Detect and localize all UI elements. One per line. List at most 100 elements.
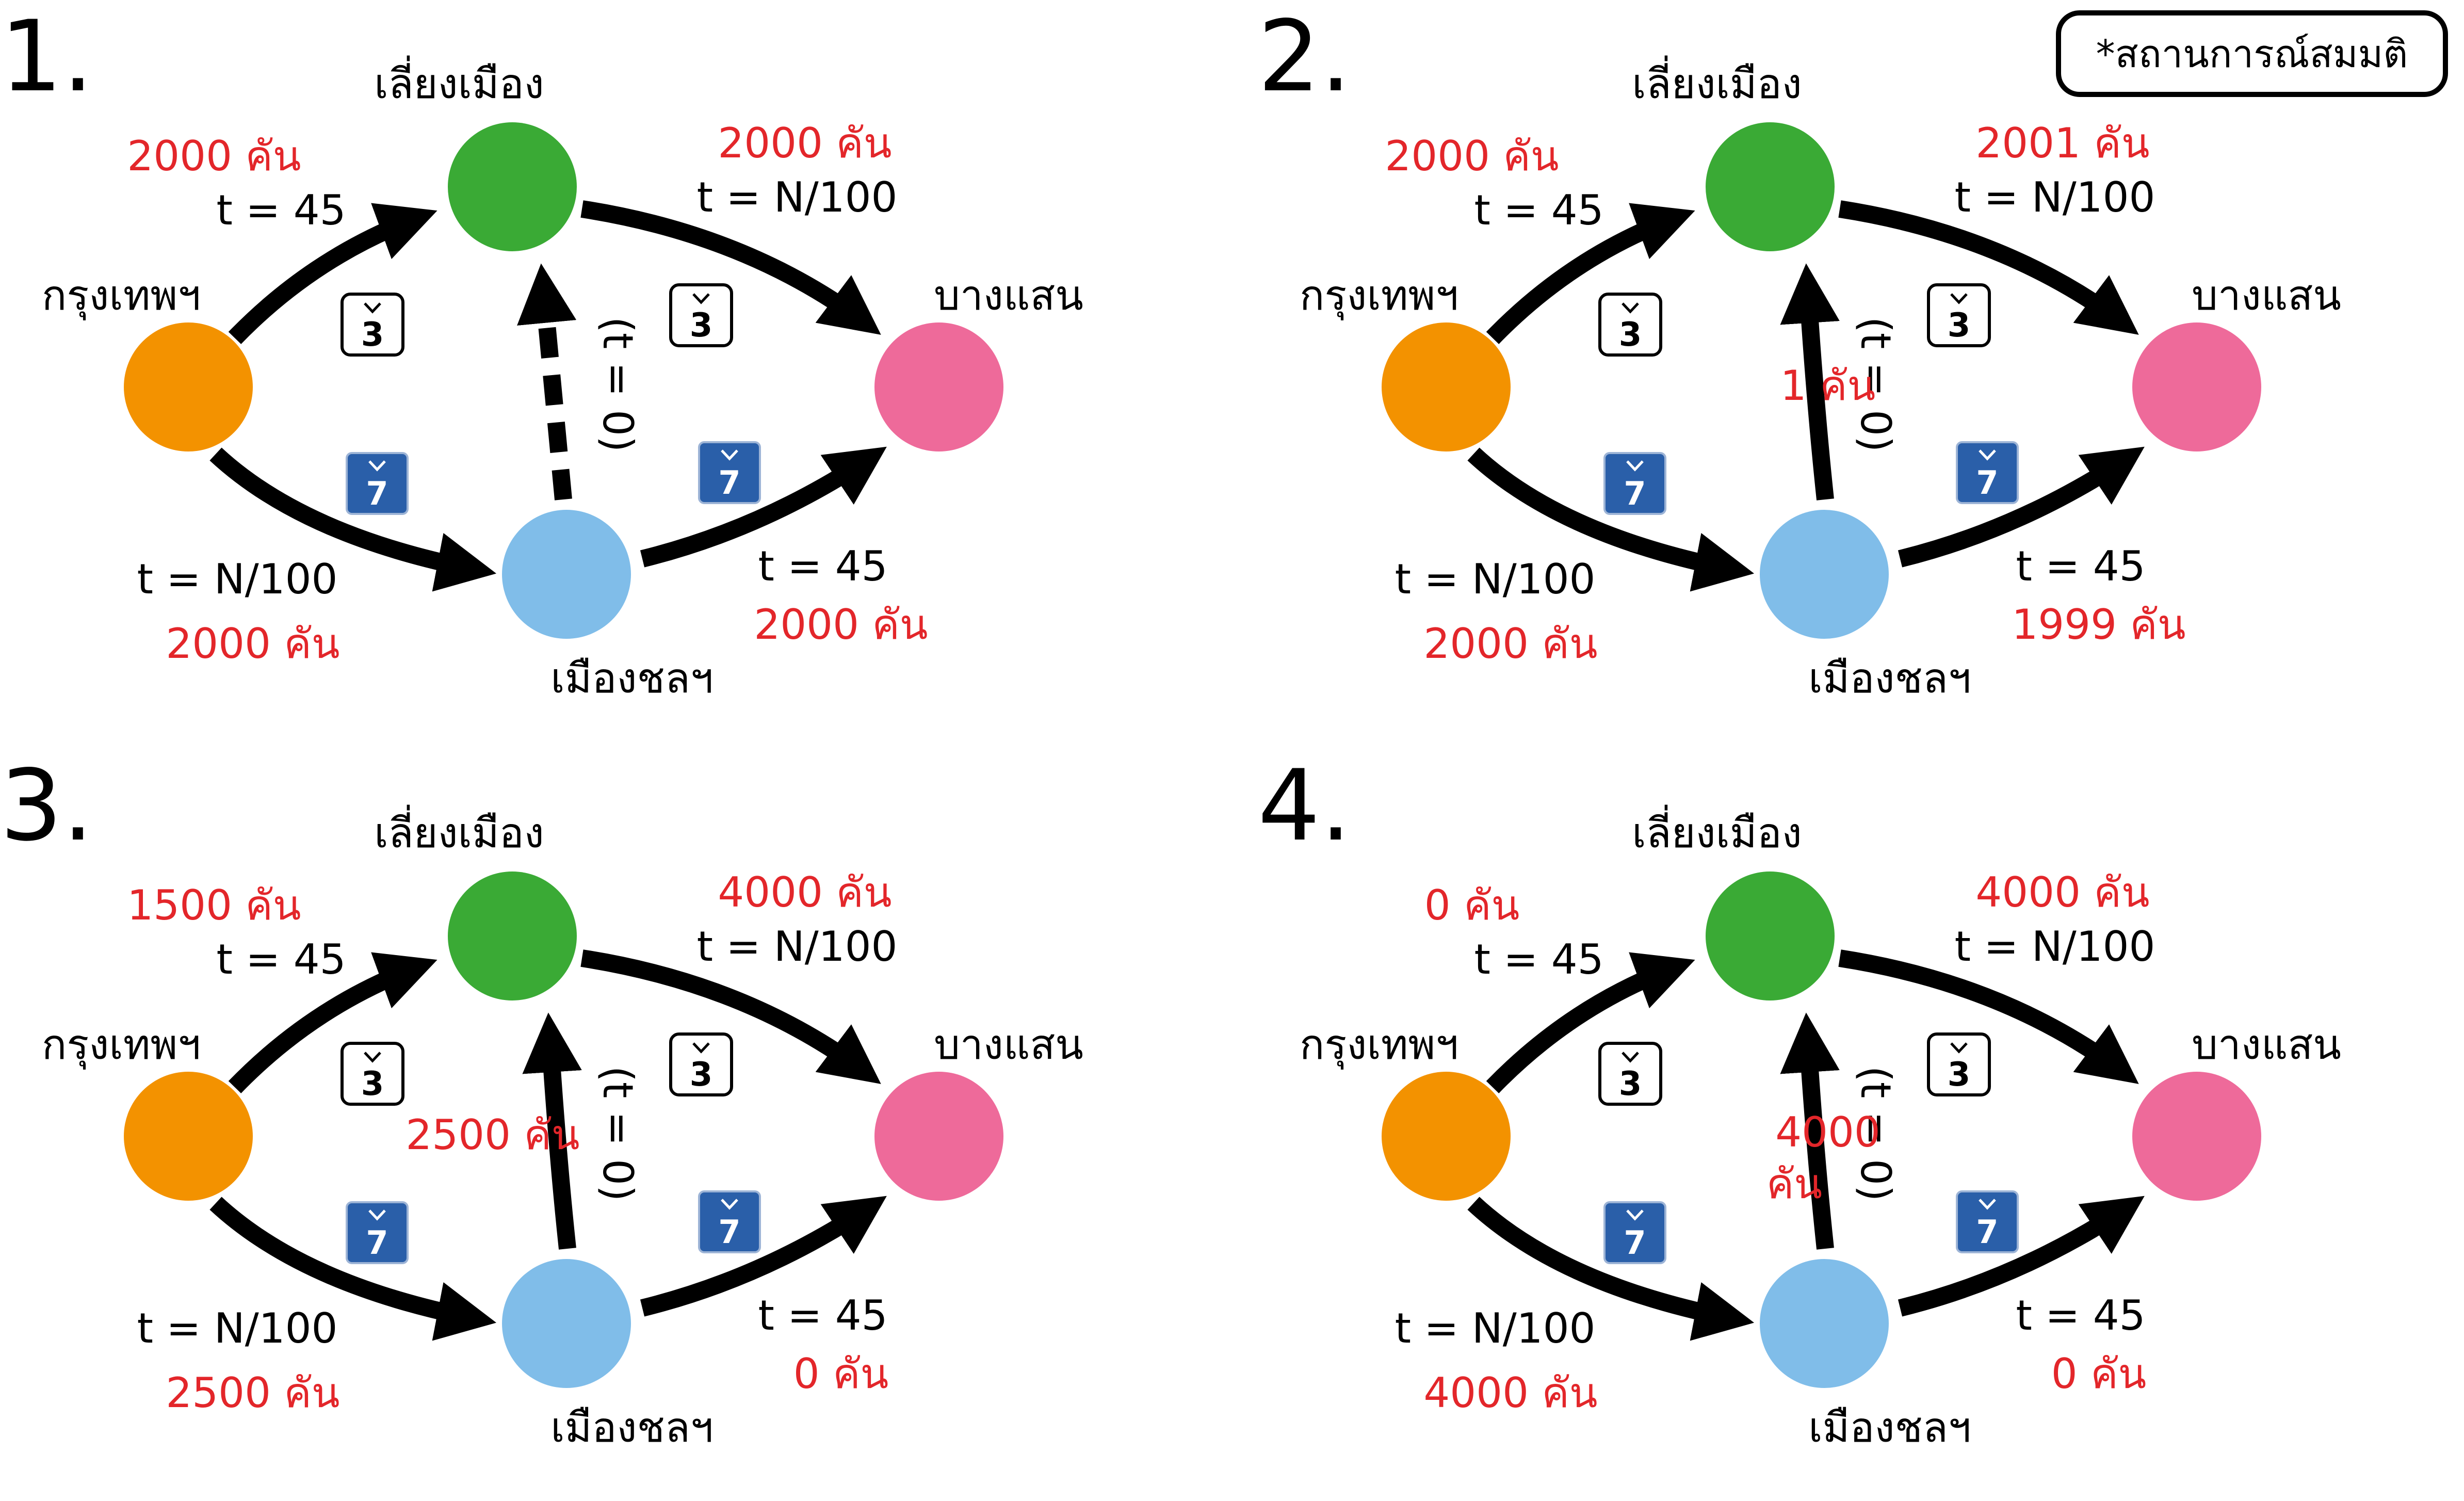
- node-label-liangmueang: เลี่ยงเมือง: [1632, 805, 1802, 857]
- edge-liangmueang-to-bangsaen: [580, 200, 881, 335]
- node-bangsaen: [874, 1072, 1003, 1201]
- edge-bangkok-to-chon: [1467, 1197, 1755, 1341]
- time-label-bangkok-liangmueang: t = 45: [216, 935, 346, 983]
- route-3-number: 3: [690, 1056, 713, 1094]
- time-label-chon-bangsaen: t = 45: [2016, 1292, 2145, 1339]
- route-3-number: 3: [1948, 1056, 1971, 1094]
- edge-bangkok-to-chon: [1467, 447, 1755, 592]
- edge-bangkok-to-liangmueang: [228, 952, 437, 1093]
- route-3-sign: 3: [1927, 283, 1991, 347]
- edge-chon-to-liangmueang: [1780, 263, 1840, 501]
- time-label-chon-bangsaen: t = 45: [758, 1292, 887, 1339]
- edge-chon-to-liangmueang: [1780, 1012, 1840, 1250]
- flow-label-chon-liangmueang: 1 คัน: [1780, 362, 1876, 410]
- node-label-chon: เมืองชลฯ: [1808, 654, 1971, 702]
- node-bangkok: [1382, 322, 1511, 451]
- time-label-bangkok-liangmueang: t = 45: [1474, 186, 1603, 234]
- edge-bangkok-to-liangmueang: [1486, 952, 1695, 1093]
- node-label-bangkok: กรุงเทพฯ: [42, 271, 201, 320]
- route-3-number: 3: [361, 1065, 384, 1103]
- route-7-sign: 7: [1956, 1190, 2019, 1253]
- route-3-number: 3: [1619, 316, 1642, 354]
- route-3-number: 3: [1619, 1065, 1642, 1103]
- route-7-number: 7: [718, 1213, 740, 1251]
- node-chon: [502, 1259, 631, 1388]
- edge-bangkok-to-chon: [209, 1197, 497, 1341]
- panel-number: 3.: [0, 749, 93, 863]
- flow-label-chon-bangsaen: 2000 คัน: [754, 601, 928, 649]
- edge-bangkok-to-liangmueang: [228, 203, 437, 344]
- node-bangkok: [124, 322, 253, 451]
- node-bangkok: [124, 1072, 253, 1201]
- node-bangsaen: [874, 322, 1003, 451]
- route-7-sign: 7: [346, 452, 409, 515]
- flow-label-bangkok-chon: 2000 คัน: [1423, 620, 1597, 668]
- time-label-bangkok-chon: t = N/100: [1395, 555, 1596, 603]
- time-label-bangkok-liangmueang: t = 45: [1474, 935, 1603, 983]
- node-label-bangkok: กรุงเทพฯ: [1300, 1021, 1458, 1070]
- flow-label-bangkok-chon: 2500 คัน: [166, 1369, 339, 1417]
- time-label-chon-liangmueang: (t = 0): [594, 317, 642, 453]
- edge-chon-to-bangsaen: [640, 446, 887, 568]
- node-chon: [1760, 510, 1889, 639]
- node-label-chon: เมืองชลฯ: [1808, 1403, 1971, 1451]
- flow-label-liangmueang-bangsaen: 2000 คัน: [718, 119, 891, 167]
- flow-label-bangkok-chon: 4000 คัน: [1423, 1369, 1597, 1417]
- flow-label-liangmueang-bangsaen: 4000 คัน: [718, 868, 891, 916]
- time-label-bangkok-liangmueang: t = 45: [216, 186, 346, 234]
- flow-label-chon-bangsaen: 0 คัน: [2051, 1350, 2147, 1398]
- time-label-liangmueang-bangsaen: t = N/100: [697, 173, 898, 221]
- route-3-number: 3: [361, 316, 384, 354]
- route-7-sign: 7: [698, 441, 761, 504]
- time-label-chon-liangmueang: (t = 0): [1852, 1066, 1900, 1202]
- node-label-bangsaen: บางแสน: [2192, 1021, 2341, 1069]
- route-3-sign: 3: [669, 283, 733, 347]
- time-label-liangmueang-bangsaen: t = N/100: [1955, 923, 2155, 971]
- flow-label-liangmueang-bangsaen: 4000 คัน: [1975, 868, 2149, 916]
- panel-number: 4.: [1258, 749, 1351, 863]
- time-label-chon-bangsaen: t = 45: [758, 542, 887, 590]
- flow-label-liangmueang-bangsaen: 2001 คัน: [1975, 119, 2149, 167]
- node-bangkok: [1382, 1072, 1511, 1201]
- time-label-bangkok-chon: t = N/100: [137, 1304, 338, 1352]
- node-liangmueang: [1706, 122, 1835, 251]
- panel-number: 1.: [0, 0, 93, 114]
- node-label-chon: เมืองชลฯ: [550, 1403, 713, 1451]
- node-label-liangmueang: เลี่ยงเมือง: [374, 805, 544, 857]
- node-label-liangmueang: เลี่ยงเมือง: [374, 56, 544, 108]
- route-3-sign: 3: [341, 1042, 404, 1106]
- flow-label-chon-bangsaen: 0 คัน: [793, 1350, 889, 1398]
- edge-liangmueang-to-bangsaen: [1838, 200, 2139, 335]
- flow-label-bangkok-liangmueang: 1500 คัน: [127, 881, 301, 929]
- node-liangmueang: [448, 871, 577, 1000]
- node-liangmueang: [448, 122, 577, 251]
- route-3-number: 3: [1948, 306, 1971, 345]
- node-bangsaen: [2132, 1072, 2261, 1201]
- node-chon: [1760, 1259, 1889, 1388]
- node-label-bangkok: กรุงเทพฯ: [1300, 271, 1458, 320]
- time-label-bangkok-chon: t = N/100: [137, 555, 338, 603]
- flow-label-bangkok-liangmueang: 0 คัน: [1424, 881, 1520, 929]
- edge-bangkok-to-chon: [209, 447, 497, 592]
- edge-chon-to-bangsaen: [1898, 1196, 2145, 1317]
- flow-label-chon-liangmueang: 4000 คัน: [1766, 1108, 1881, 1208]
- flow-label-chon-liangmueang: 2500 คัน: [406, 1111, 579, 1159]
- edge-bangkok-to-liangmueang: [1486, 203, 1695, 344]
- route-3-number: 3: [690, 306, 713, 345]
- node-label-chon: เมืองชลฯ: [550, 654, 713, 702]
- flow-label-bangkok-chon: 2000 คัน: [166, 620, 339, 668]
- route-7-number: 7: [1624, 1224, 1646, 1262]
- node-label-liangmueang: เลี่ยงเมือง: [1632, 56, 1802, 108]
- node-bangsaen: [2132, 322, 2261, 451]
- edge-liangmueang-to-bangsaen: [580, 949, 881, 1084]
- edge-chon-to-bangsaen: [1898, 446, 2145, 568]
- edge-chon-to-liangmueang: [522, 1012, 582, 1250]
- node-label-bangsaen: บางแสน: [934, 271, 1083, 319]
- time-label-chon-liangmueang: (t = 0): [594, 1066, 642, 1202]
- route-7-number: 7: [366, 1224, 388, 1262]
- node-chon: [502, 510, 631, 639]
